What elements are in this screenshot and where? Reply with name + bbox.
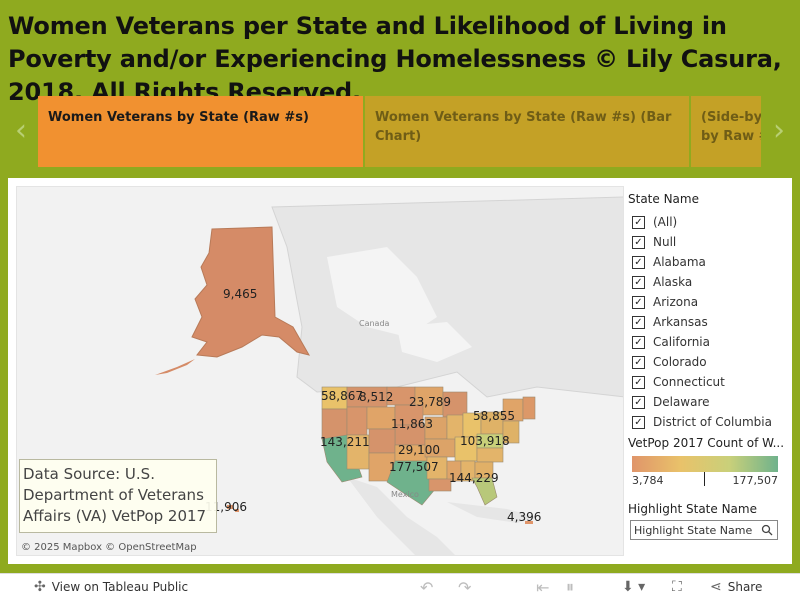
filter-item-arkansas[interactable]: ✓ Arkansas xyxy=(628,312,788,332)
download-icon: ⬇ ▾ xyxy=(622,579,646,595)
checkbox-checked-icon: ✓ xyxy=(632,215,645,229)
revert-icon: ⇤ xyxy=(536,577,550,597)
redo-icon: ↷ xyxy=(458,577,472,597)
undo-button[interactable]: ↶ xyxy=(420,577,434,597)
filter-item-label: Arizona xyxy=(653,295,699,309)
search-icon[interactable] xyxy=(759,522,775,538)
filter-item-label: Colorado xyxy=(653,355,707,369)
share-label: Share xyxy=(727,580,763,594)
state-value-label: 177,507 xyxy=(389,460,439,474)
checkbox-checked-icon: ✓ xyxy=(632,375,645,389)
filter-item-label: (All) xyxy=(653,215,678,229)
filter-item-california[interactable]: ✓ California xyxy=(628,332,788,352)
highlight-title: Highlight State Name xyxy=(628,502,757,516)
checkbox-checked-icon: ✓ xyxy=(632,395,645,409)
undo-icon: ↶ xyxy=(420,577,434,597)
state-value-label: 4,396 xyxy=(507,510,542,524)
state-value-label: 23,789 xyxy=(409,395,451,409)
tab-label: Women Veterans by State (Raw #s) (Bar Ch… xyxy=(375,110,672,144)
tab-label-line2: by Raw #s xyxy=(701,129,761,144)
filter-item-connecticut[interactable]: ✓ Connecticut xyxy=(628,372,788,392)
state-value-label: 143,211 xyxy=(320,435,370,449)
download-button[interactable]: ⬇ ▾ xyxy=(622,578,645,596)
filter-title: State Name xyxy=(628,192,699,206)
state-value-label: 29,100 xyxy=(398,443,440,457)
filter-item-delaware[interactable]: ✓ Delaware xyxy=(628,392,788,412)
filter-item-label: Connecticut xyxy=(653,375,725,389)
tab-label-line1: (Side-by-S xyxy=(701,110,761,125)
state-value-label: 11,863 xyxy=(391,417,433,431)
pause-button[interactable]: ⏸ xyxy=(566,577,575,596)
dashboard-title: Women Veterans per State and Likelihood … xyxy=(8,12,782,106)
tab-label: Women Veterans by State (Raw #s) xyxy=(48,110,309,125)
filter-item-label: Arkansas xyxy=(653,315,708,329)
checkbox-checked-icon: ✓ xyxy=(632,275,645,289)
filter-item-arizona[interactable]: ✓ Arizona xyxy=(628,292,788,312)
fullscreen-icon: ⛶ xyxy=(672,579,682,595)
mexico-label: Mexico xyxy=(391,490,419,499)
color-legend-title: VetPop 2017 Count of W... xyxy=(628,436,785,450)
checkbox-checked-icon: ✓ xyxy=(632,315,645,329)
view-on-public-label: View on Tableau Public xyxy=(51,580,189,594)
state-value-label: 9,465 xyxy=(223,287,258,301)
pause-icon: ⏸ xyxy=(566,577,575,596)
checkbox-checked-icon: ✓ xyxy=(632,295,645,309)
filter-item-null[interactable]: ✓ Null xyxy=(628,232,788,252)
checkbox-checked-icon: ✓ xyxy=(632,335,645,349)
checkbox-checked-icon: ✓ xyxy=(632,255,645,269)
share-icon: ⋖ xyxy=(710,579,722,595)
viz-panel: Canada Mexico 9,465 58,867 8,512 23,789 … xyxy=(8,178,792,564)
state-value-label: 8,512 xyxy=(359,390,394,404)
filter-item-label: Null xyxy=(653,235,677,249)
filter-item-label: Alaska xyxy=(653,275,693,289)
dashboard-title-bar: Women Veterans per State and Likelihood … xyxy=(0,0,800,106)
state-value-label: 58,867 xyxy=(321,389,363,403)
chevron-right-icon[interactable]: › xyxy=(773,113,785,148)
checkbox-checked-icon: ✓ xyxy=(632,415,645,429)
tableau-logo-icon: ✣ xyxy=(34,579,46,595)
filter-item-label: District of Columbia xyxy=(653,415,772,429)
checkbox-checked-icon: ✓ xyxy=(632,235,645,249)
data-source-note: Data Source: U.S. Department of Veterans… xyxy=(19,459,217,533)
revert-button[interactable]: ⇤ xyxy=(536,577,550,597)
state-value-label: 58,855 xyxy=(473,409,515,423)
filter-item-label: Delaware xyxy=(653,395,710,409)
highlight-state-input[interactable]: Highlight State Name xyxy=(630,520,778,540)
color-legend-bar xyxy=(632,456,778,486)
view-on-tableau-public-link[interactable]: ✣ View on Tableau Public xyxy=(34,578,188,596)
legend-min: 3,784 xyxy=(632,474,664,487)
share-button[interactable]: ⋖ Share xyxy=(710,578,762,596)
legend-max: 177,507 xyxy=(732,474,779,487)
filter-item-colorado[interactable]: ✓ Colorado xyxy=(628,352,788,372)
filter-panel: State Name ✓ (All) ✓ Null ✓ Alabama ✓ Alaska… xyxy=(628,192,788,562)
map-attribution[interactable]: © 2025 Mapbox © OpenStreetMap xyxy=(21,542,197,553)
filter-item-district-of-columbia[interactable]: ✓ District of Columbia xyxy=(628,412,788,432)
map-view[interactable]: Canada Mexico 9,465 58,867 8,512 23,789 … xyxy=(16,186,624,556)
filter-item-all[interactable]: ✓ (All) xyxy=(628,212,788,232)
chevron-left-icon[interactable]: ‹ xyxy=(15,113,27,148)
tab-women-veterans-bar-chart[interactable]: Women Veterans by State (Raw #s) (Bar Ch… xyxy=(365,96,689,167)
redo-button[interactable]: ↷ xyxy=(458,577,472,597)
filter-item-alaska[interactable]: ✓ Alaska xyxy=(628,272,788,292)
filter-item-label: Alabama xyxy=(653,255,706,269)
bottom-toolbar: ✣ View on Tableau Public ↶ ↷ ⇤ ⏸ ⬇ ▾ ⛶ ⋖… xyxy=(0,573,800,600)
color-legend-marker xyxy=(704,472,705,486)
checkbox-checked-icon: ✓ xyxy=(632,355,645,369)
filter-item-alabama[interactable]: ✓ Alabama xyxy=(628,252,788,272)
filter-item-label: California xyxy=(653,335,710,349)
state-value-label: 103,918 xyxy=(460,434,510,448)
canada-label: Canada xyxy=(359,319,390,328)
map-canvas xyxy=(155,196,623,555)
color-legend-range: 3,784 177,507 xyxy=(632,474,778,490)
tab-women-veterans-raw[interactable]: Women Veterans by State (Raw #s) xyxy=(38,96,363,167)
fullscreen-button[interactable]: ⛶ xyxy=(672,578,682,596)
highlight-placeholder: Highlight State Name xyxy=(634,523,753,537)
tab-side-by-side[interactable]: (Side-by-S by Raw #s xyxy=(691,96,761,167)
state-value-label: 144,229 xyxy=(449,471,499,485)
sheet-tabs-strip: ‹ Women Veterans by State (Raw #s) Women… xyxy=(0,96,800,168)
